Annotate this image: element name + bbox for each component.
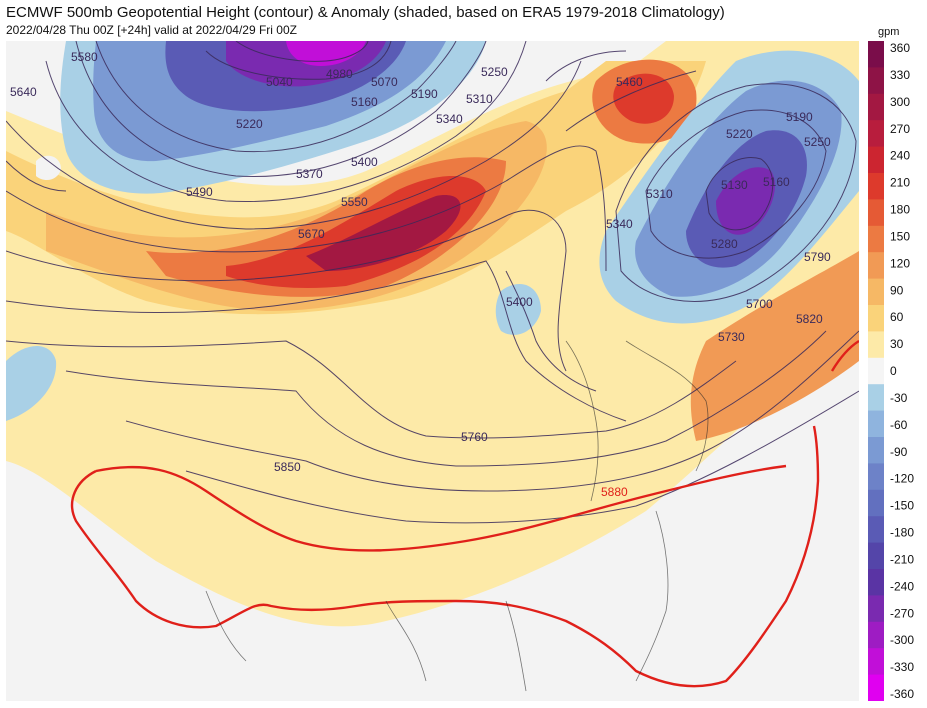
contour-label-5880: 5880 <box>601 485 628 499</box>
colorbar-tick-label: -270 <box>890 606 914 620</box>
contour-label: 5730 <box>718 330 745 344</box>
contour-label: 5250 <box>804 135 831 149</box>
ridge-5880-line <box>70 339 859 688</box>
colorbar-tick-label: 180 <box>890 203 910 217</box>
colorbar-segment <box>868 120 884 148</box>
colorbar-tick-label: -240 <box>890 579 914 593</box>
colorbar-segment <box>868 252 884 280</box>
colorbar: 360 330 300 270 240 210 180 150 120 90 60 30 0 -30 -60… <box>868 41 927 702</box>
contour-label: 5790 <box>804 250 831 264</box>
contour-label: 5280 <box>711 237 738 251</box>
contour-label: 5070 <box>371 75 398 89</box>
contour-label: 4980 <box>326 67 353 81</box>
colorbar-segment <box>868 199 884 227</box>
contour-label: 5640 <box>10 85 37 99</box>
colorbar-segment <box>868 674 884 702</box>
colorbar-unit: gpm <box>878 26 900 38</box>
colorbar-tick-label: -330 <box>890 660 914 674</box>
colorbar-tick-label: 270 <box>890 122 910 136</box>
contour-label: 5490 <box>186 185 213 199</box>
colorbar-segment <box>868 305 884 332</box>
chart-title: ECMWF 500mb Geopotential Height (contour… <box>6 4 725 21</box>
colorbar-segment <box>868 437 884 464</box>
contour-label: 5550 <box>341 195 368 209</box>
chart-subtitle: 2022/04/28 Thu 00Z [+24h] valid at 2022/… <box>6 23 297 37</box>
colorbar-tick-label: 150 <box>890 229 910 243</box>
contour-label: 5400 <box>351 155 378 169</box>
colorbar-segment <box>868 569 884 596</box>
colorbar-tick-label: -150 <box>890 499 914 513</box>
colorbar-tick-label: 360 <box>890 41 910 55</box>
colorbar-tick-label: 240 <box>890 149 910 163</box>
colorbar-segment <box>868 384 884 412</box>
contour-label: 5340 <box>606 217 633 231</box>
colorbar-segment <box>868 225 884 253</box>
contour-label: 5250 <box>481 65 508 79</box>
colorbar-segment <box>868 173 884 200</box>
contour-label: 5850 <box>274 460 301 474</box>
colorbar-segment <box>868 463 884 491</box>
colorbar-segment <box>868 146 884 174</box>
colorbar-segment <box>868 41 884 68</box>
colorbar-tick-label: 300 <box>890 95 910 109</box>
contour-label: 5340 <box>436 112 463 126</box>
colorbar-segment <box>868 331 884 359</box>
colorbar-tick-label: 330 <box>890 68 910 82</box>
contour-label: 5220 <box>236 117 263 131</box>
contour-label: 5580 <box>71 50 98 64</box>
colorbar-segment <box>868 595 884 623</box>
contour-label: 5400 <box>506 295 533 309</box>
colorbar-segment <box>868 93 884 121</box>
map-panel: 4980 5040 5070 5160 5190 5220 5250 5310 … <box>6 41 859 701</box>
colorbar-segment <box>868 648 884 676</box>
colorbar-segment <box>868 489 884 517</box>
contour-label: 5370 <box>296 167 323 181</box>
colorbar-tick-label: -300 <box>890 633 914 647</box>
coastlines <box>205 340 709 692</box>
contour-label: 5130 <box>721 178 748 192</box>
contour-labels: 4980 5040 5070 5160 5190 5220 5250 5310 … <box>10 50 831 499</box>
contour-label: 5190 <box>786 110 813 124</box>
colorbar-tick-label: 210 <box>890 176 910 190</box>
colorbar-segment <box>868 278 884 306</box>
contour-label: 5310 <box>646 187 673 201</box>
colorbar-segment <box>868 621 884 649</box>
colorbar-tick-label: -360 <box>890 687 914 701</box>
contour-label: 5760 <box>461 430 488 444</box>
colorbar-tick-label: 60 <box>890 310 904 324</box>
contour-label: 5460 <box>616 75 643 89</box>
contour-label: 5220 <box>726 127 753 141</box>
colorbar-tick-label: 30 <box>890 337 904 351</box>
contour-label: 5160 <box>351 95 378 109</box>
colorbar-segment <box>868 67 884 95</box>
colorbar-svg: 3603303002702402101801501209060300-30-60… <box>868 41 914 702</box>
colorbar-tick-label: 120 <box>890 256 910 270</box>
contour-label: 5310 <box>466 92 493 106</box>
colorbar-segment <box>868 542 884 570</box>
colorbar-segment <box>868 410 884 438</box>
contour-label: 5700 <box>746 297 773 311</box>
colorbar-segment <box>868 357 884 385</box>
contour-label: 5820 <box>796 312 823 326</box>
colorbar-tick-label: 0 <box>890 364 897 378</box>
colorbar-tick-label: -30 <box>890 391 908 405</box>
contour-label: 5160 <box>763 175 790 189</box>
colorbar-tick-label: -90 <box>890 445 908 459</box>
map-svg: 4980 5040 5070 5160 5190 5220 5250 5310 … <box>6 41 859 701</box>
contour-label: 5190 <box>411 87 438 101</box>
height-contours <box>6 41 859 524</box>
contour-label: 5670 <box>298 227 325 241</box>
colorbar-segment <box>868 516 884 544</box>
colorbar-tick-label: -60 <box>890 418 908 432</box>
contour-label: 5040 <box>266 75 293 89</box>
colorbar-tick-label: -180 <box>890 526 914 540</box>
colorbar-tick-label: 90 <box>890 283 904 297</box>
colorbar-tick-label: -120 <box>890 472 914 486</box>
colorbar-tick-label: -210 <box>890 552 914 566</box>
